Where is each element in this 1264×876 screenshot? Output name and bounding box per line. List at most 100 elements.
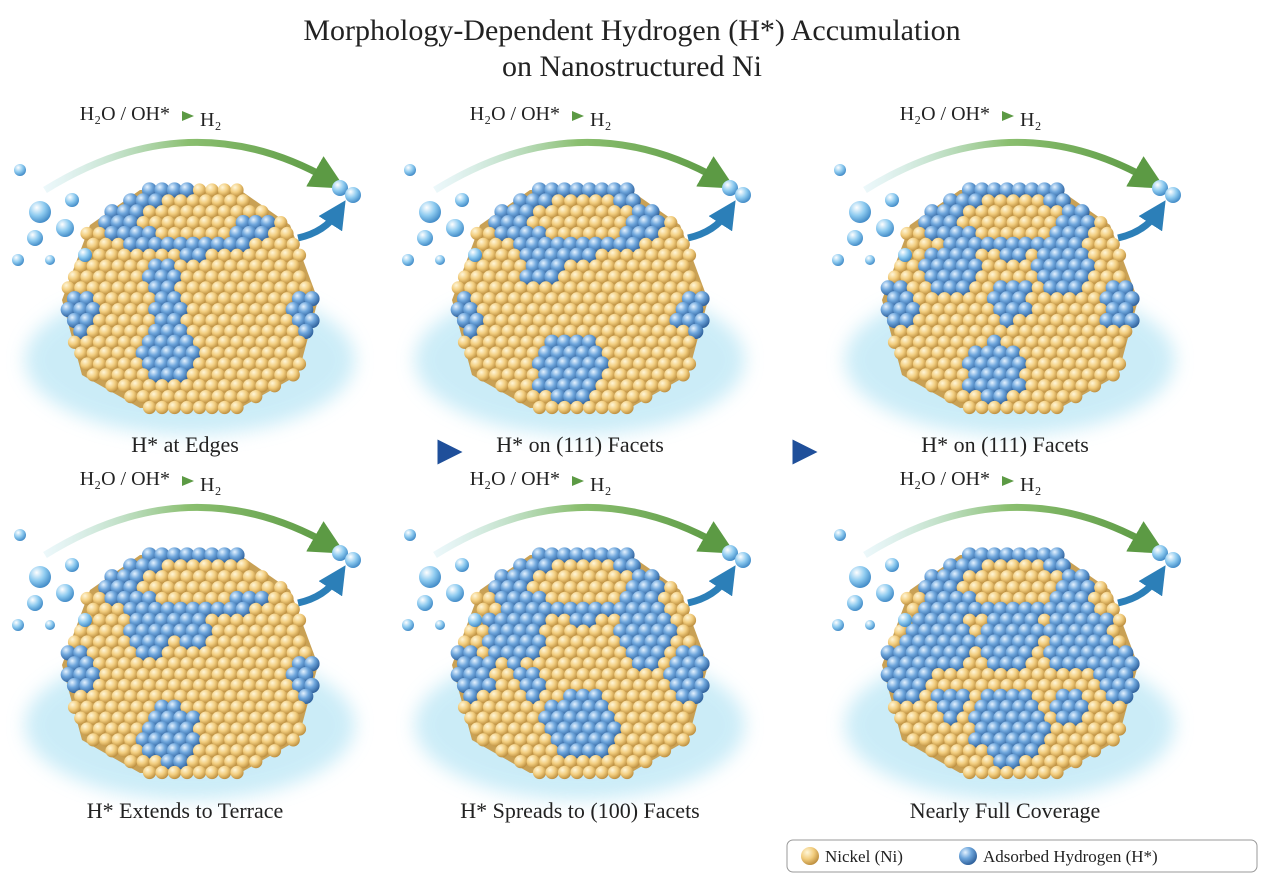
nickel-atom (180, 379, 194, 393)
nickel-atom (155, 657, 169, 671)
nickel-atom (975, 292, 989, 306)
nickel-atom (1069, 303, 1083, 317)
nickel-atom (280, 613, 294, 627)
nickel-atom (482, 591, 497, 606)
nickel-atom (242, 570, 257, 584)
nickel-atom (576, 303, 590, 317)
hydrogen-atom (644, 225, 660, 242)
nickel-atom (217, 744, 232, 758)
nickel-atom (1037, 292, 1052, 306)
nickel-atom (99, 602, 113, 616)
nickel-atom (664, 368, 678, 382)
nickel-atom (174, 559, 188, 573)
nickel-atom (161, 216, 175, 230)
hydrogen-atom (519, 269, 535, 285)
nickel-atom (217, 722, 232, 736)
nickel-atom (545, 313, 559, 328)
nickel-atom (1106, 711, 1120, 725)
nickel-atom (925, 379, 939, 393)
nickel-atom (532, 744, 547, 758)
nickel-atom (249, 368, 263, 382)
nickel-atom (180, 591, 194, 606)
nickel-atom (1044, 346, 1058, 360)
nickel-atom (205, 292, 219, 306)
nickel-atom (582, 270, 597, 284)
nickel-atom (255, 313, 269, 328)
nickel-atom (261, 346, 275, 360)
nickel-atom (242, 657, 257, 671)
nickel-atom (551, 303, 565, 317)
nickel-atom (451, 281, 465, 295)
nickel-atom (242, 313, 257, 328)
nickel-atom (136, 711, 150, 725)
nickel-atom (950, 722, 964, 736)
hydrogen-atom (235, 236, 251, 252)
hydrogen-atom (148, 236, 164, 252)
nickel-atom (261, 689, 275, 703)
nickel-atom (1012, 335, 1027, 349)
nickel-atom (495, 744, 509, 758)
nickel-atom (894, 324, 908, 338)
nickel-atom (1025, 657, 1039, 671)
hydrogen-atom (204, 547, 220, 563)
hydrogen-atom (104, 590, 120, 607)
nickel-atom (92, 248, 107, 262)
nickel-atom (607, 335, 622, 349)
nickel-atom (1094, 581, 1108, 595)
water-bubble (847, 230, 863, 246)
reaction-reactants: H₂O / OH* (900, 103, 990, 125)
nickel-atom (130, 248, 144, 262)
nickel-atom (582, 657, 597, 671)
nickel-atom (987, 313, 1002, 328)
nickel-atom (1000, 226, 1014, 241)
hydrogen-atom (1068, 710, 1084, 726)
hydrogen-atom (525, 645, 541, 661)
nickel-atom (894, 624, 908, 638)
nickel-atom (595, 613, 609, 627)
nickel-atom (526, 303, 540, 317)
nickel-atom (217, 335, 232, 349)
nickel-atom (495, 379, 509, 393)
nickel-atom (155, 205, 169, 219)
nickel-atom (931, 346, 945, 360)
nickel-atom (956, 346, 970, 360)
nickel-atom (224, 368, 238, 382)
nickel-atom (931, 237, 945, 251)
nickel-atom (476, 602, 490, 616)
nickel-atom (570, 765, 584, 780)
nickel-atom (526, 581, 540, 595)
h2-bubble (332, 545, 348, 561)
nickel-atom (551, 689, 565, 703)
nickel-atom (900, 591, 914, 606)
nickel-atom (981, 668, 995, 682)
nickel-atom (1012, 313, 1027, 328)
nickel-atom (969, 303, 983, 317)
nickel-atom (614, 689, 628, 703)
nickel-atom (614, 368, 628, 382)
nickel-atom (1062, 744, 1077, 758)
nickel-atom (532, 722, 547, 736)
nickel-atom (1031, 281, 1045, 295)
hydrogen-atom (66, 677, 83, 694)
nickel-atom (601, 216, 615, 230)
nickel-atom (105, 635, 119, 649)
water-bubble (468, 613, 482, 627)
water-bubble (849, 201, 871, 223)
nickel-atom (975, 744, 989, 758)
hydrogen-atom (538, 193, 554, 209)
nickel-atom (142, 570, 157, 584)
nickel-atom (230, 205, 244, 219)
nickel-atom (476, 324, 490, 338)
hydrogen-atom (135, 645, 151, 661)
nickel-atom (557, 313, 572, 328)
nickel-atom (1069, 346, 1083, 360)
water-bubble (402, 254, 414, 266)
hydrogen-atom (1061, 656, 1078, 672)
nickel-atom (614, 281, 628, 295)
nickel-atom (1025, 357, 1039, 371)
nickel-atom (99, 733, 113, 747)
nickel-atom (1050, 400, 1064, 415)
nickel-atom (651, 324, 665, 338)
nickel-atom (969, 755, 983, 769)
nickel-atom (217, 657, 232, 671)
